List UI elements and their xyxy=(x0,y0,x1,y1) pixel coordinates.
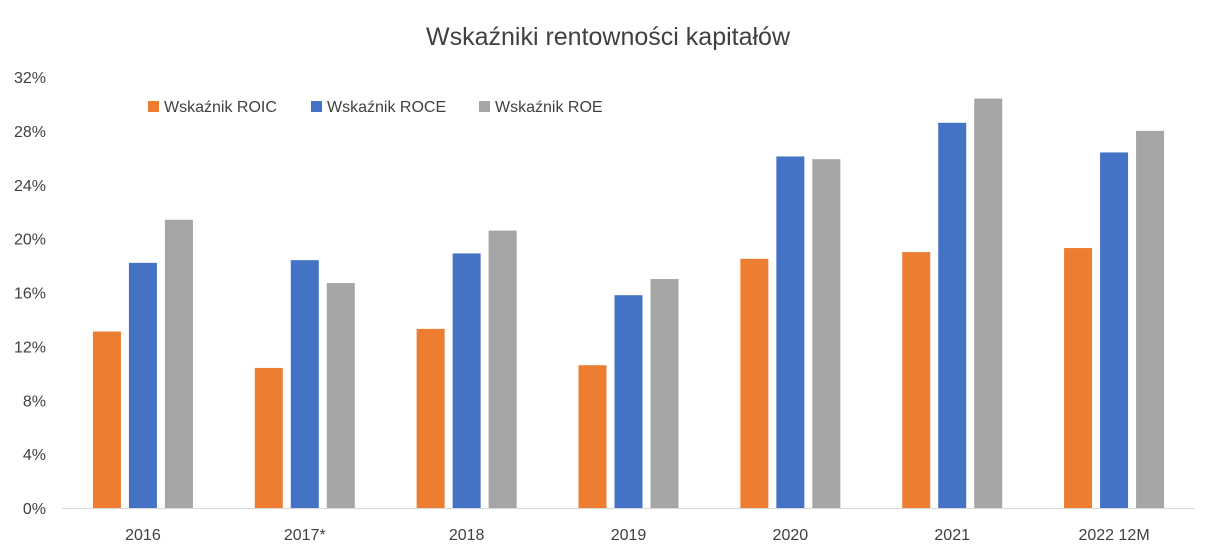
bar-wskanik-roe-2 xyxy=(488,230,517,508)
x-tick-label: 2017* xyxy=(284,527,326,544)
y-tick-label: 4% xyxy=(23,447,46,464)
bar-wskanik-roce-6 xyxy=(1100,152,1129,509)
x-tick-label: 2021 xyxy=(934,527,970,544)
bar-wskanik-roce-1 xyxy=(290,260,319,508)
x-tick-label: 2022 12M xyxy=(1078,527,1149,544)
bar-wskanik-roce-2 xyxy=(452,253,481,508)
bar-wskanik-roce-3 xyxy=(614,295,643,508)
y-tick-label: 28% xyxy=(14,124,46,141)
bar-wskanik-roic-2 xyxy=(416,328,445,508)
bar-wskanik-roce-0 xyxy=(128,262,157,508)
y-tick-label: 20% xyxy=(14,232,46,249)
bar-wskanik-roe-4 xyxy=(812,159,841,509)
bar-wskanik-roe-5 xyxy=(974,98,1003,509)
legend: Wskaźnik ROIC Wskaźnik ROCE Wskaźnik ROE xyxy=(148,99,603,116)
bar-wskanik-roic-5 xyxy=(902,252,931,508)
y-axis: 0% 4% 8% 12% 16% 20% 24% 28% 32% xyxy=(14,70,46,518)
y-tick-label: 16% xyxy=(14,286,46,303)
bar-wskanik-roic-3 xyxy=(578,365,607,508)
legend-swatch xyxy=(479,101,490,112)
x-axis: 2016 2017* 2018 2019 2020 2021 2022 12M xyxy=(62,508,1195,544)
y-tick-label: 24% xyxy=(14,178,46,195)
x-tick-label: 2018 xyxy=(449,527,485,544)
legend-swatch xyxy=(148,101,159,112)
legend-label: Wskaźnik ROCE xyxy=(327,99,446,116)
x-tick-label: 2016 xyxy=(125,527,161,544)
bar-wskanik-roce-4 xyxy=(776,156,805,508)
y-tick-label: 12% xyxy=(14,339,46,356)
bar-wskanik-roe-6 xyxy=(1136,130,1165,508)
bars xyxy=(92,98,1165,509)
legend-item: Wskaźnik ROIC xyxy=(148,99,277,116)
legend-item: Wskaźnik ROCE xyxy=(311,99,446,116)
bar-wskanik-roe-3 xyxy=(650,279,679,508)
bar-wskanik-roic-4 xyxy=(740,258,769,508)
bar-wskanik-roe-0 xyxy=(164,219,193,509)
bar-wskanik-roic-1 xyxy=(254,367,283,508)
legend-label: Wskaźnik ROE xyxy=(495,99,603,116)
chart-title: Wskaźniki rentowności kapitałów xyxy=(426,23,791,51)
bar-wskanik-roic-0 xyxy=(92,331,121,508)
bar-wskanik-roce-5 xyxy=(938,122,967,508)
legend-label: Wskaźnik ROIC xyxy=(164,99,277,116)
y-tick-label: 8% xyxy=(23,393,46,410)
y-tick-label: 0% xyxy=(23,501,46,518)
bar-wskanik-roic-6 xyxy=(1064,248,1093,508)
x-tick-label: 2020 xyxy=(773,527,809,544)
y-tick-label: 32% xyxy=(14,70,46,87)
bar-wskanik-roe-1 xyxy=(326,283,355,508)
legend-swatch xyxy=(311,101,322,112)
x-tick-label: 2019 xyxy=(611,527,647,544)
legend-item: Wskaźnik ROE xyxy=(479,99,603,116)
